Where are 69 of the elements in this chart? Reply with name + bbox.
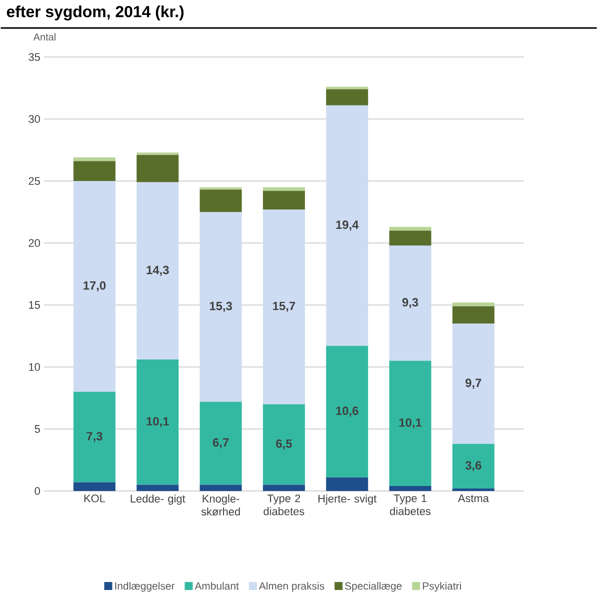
bar [262, 187, 305, 191]
bar [262, 404, 305, 485]
bar [200, 402, 242, 485]
bar [73, 157, 116, 162]
bar [262, 190, 305, 210]
bar [326, 346, 368, 478]
data-label: 9,7 [465, 378, 481, 389]
y-tick-label: 25 [28, 177, 40, 185]
bar [452, 444, 494, 489]
data-label: 6,7 [212, 438, 228, 448]
bar [262, 484, 305, 491]
y-tick-label: 35 [28, 53, 40, 61]
x-tick-label: KOL [84, 494, 105, 502]
bar [136, 154, 178, 182]
bar [452, 306, 494, 324]
y-tick-label: 5 [34, 425, 40, 433]
x-tick-label: Type 2 diabetes [263, 494, 304, 516]
x-tick-label: Type 1 diabetes [390, 494, 430, 516]
legend-label: Speciallæge [344, 582, 402, 592]
bar [326, 89, 368, 106]
bar [136, 152, 178, 155]
bar [326, 477, 368, 491]
data-label: 7,3 [86, 432, 102, 442]
y-tick-label: 30 [28, 115, 40, 123]
bar [136, 484, 178, 491]
data-label: 15,3 [210, 302, 232, 312]
bar [389, 230, 432, 246]
bar [73, 161, 116, 181]
data-label: 9,3 [402, 298, 418, 308]
data-label: 19,4 [336, 220, 358, 231]
bar [452, 324, 494, 444]
data-label: 14,3 [146, 266, 169, 276]
data-label: 10,6 [336, 406, 358, 417]
bar [326, 105, 368, 346]
bar [136, 182, 178, 360]
bar [200, 484, 242, 491]
bar [389, 245, 432, 361]
x-tick-label: Hjerte- svigt [318, 494, 376, 505]
chart-title: efter sygdom, 2014 (kr.) [6, 6, 184, 20]
bar [389, 360, 432, 486]
bar [136, 360, 178, 485]
bar [389, 226, 432, 231]
data-label: 10,1 [399, 418, 422, 429]
bar [389, 486, 432, 491]
bar [200, 212, 242, 402]
data-label: 15,7 [272, 302, 295, 312]
bar [73, 392, 116, 482]
y-tick-label: 10 [28, 363, 40, 371]
y-tick-label: 15 [28, 301, 40, 309]
data-label: 3,6 [465, 461, 482, 472]
data-label: 10,1 [146, 417, 169, 428]
legend-label: Indlæggelser [114, 582, 174, 592]
bar [200, 187, 242, 190]
y-axis-title: Antal [33, 33, 56, 40]
y-tick-label: 20 [28, 239, 40, 247]
bar [73, 180, 116, 392]
x-tick-label: Astma [458, 494, 489, 502]
bar [200, 190, 242, 212]
data-label: 17,0 [83, 281, 106, 292]
legend-label: Psykiatri [422, 582, 461, 592]
legend-label: Ambulant [194, 582, 239, 590]
bar [262, 210, 305, 404]
bar [452, 302, 494, 306]
bar [73, 482, 116, 491]
x-tick-label: Ledde- gigt [130, 494, 186, 505]
y-tick-label: 0 [34, 487, 40, 495]
data-label: 6,5 [276, 439, 292, 450]
x-tick-label: Knogle- skørhed [201, 494, 240, 516]
legend-label: Almen praksis [258, 582, 324, 592]
